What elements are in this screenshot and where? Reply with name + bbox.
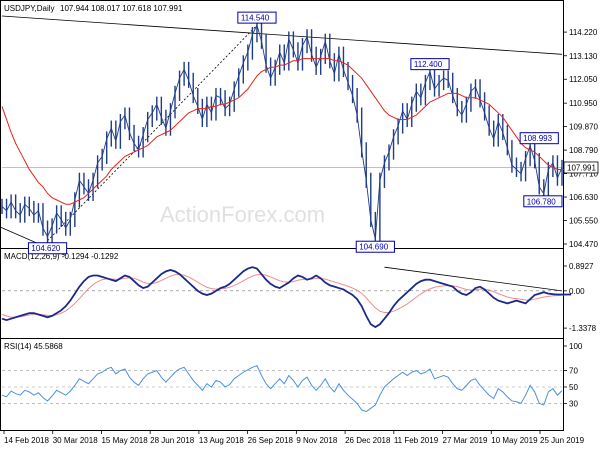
- macd-y-tick-label: 0.00: [569, 287, 585, 296]
- macd-y-tick-label: 0.8927: [569, 262, 594, 271]
- y-tick-group: 114.220 113.130 112.050 110.950 109.870 108.7…: [563, 28, 598, 408]
- swing-label: 108.993: [523, 134, 552, 143]
- price-y-tick-label: 109.870: [569, 123, 598, 132]
- x-tick-label: 27 Mar 2019: [443, 436, 488, 445]
- x-tick-label: 10 May 2019: [491, 436, 538, 445]
- price-panel-frame: [0, 0, 564, 249]
- price-y-tick-label: 110.950: [569, 99, 598, 108]
- series-group: [0, 15, 572, 413]
- swing-label: 104.690: [359, 243, 388, 252]
- last-price-label: 107.991: [567, 163, 596, 172]
- rsi-y-tick-label: 50: [569, 383, 578, 392]
- macd-y-tick-label: -1.3378: [569, 324, 597, 333]
- rsi-panel-label: RSI(14) 45.5868: [4, 342, 63, 351]
- swing-label: 112.400: [414, 60, 443, 69]
- macd-panel-frame: [0, 248, 564, 339]
- last-price-tag: 107.991: [563, 161, 599, 174]
- x-tick-label: 15 May 2018: [101, 436, 148, 445]
- x-tick-label: 11 Feb 2019: [394, 436, 439, 445]
- x-tick-label: 26 Dec 2018: [345, 436, 391, 445]
- chart-header-ohlc: 107.944 108.017 107.618 107.991: [60, 4, 183, 13]
- swing-label-box: [519, 132, 559, 145]
- swing-label-box: [27, 242, 68, 255]
- x-tick-label: 28 Jun 2018: [150, 436, 195, 445]
- swing-label-box: [523, 195, 563, 208]
- annotation-group: 104.620 114.540 104.690 112.400 108.993 106.7…: [27, 11, 563, 255]
- rsi-y-tick-label: 100: [569, 342, 583, 351]
- watermark: ActionForex.com: [160, 202, 325, 227]
- rsi-y-tick-label: 70: [569, 367, 578, 376]
- swing-label: 104.620: [31, 244, 60, 253]
- price-y-tick-label: 108.790: [569, 146, 598, 155]
- moving-average-line: [1, 58, 572, 205]
- macd-line: [1, 266, 572, 329]
- price-y-tick-label: 105.550: [569, 217, 598, 226]
- price-y-tick-label: 112.050: [569, 75, 598, 84]
- price-y-tick-label: 106.630: [569, 193, 598, 202]
- swing-label: 106.780: [527, 197, 556, 206]
- macd-signal-line: [1, 273, 572, 318]
- x-tick-label: 25 Jun 2019: [540, 436, 585, 445]
- x-tick-label: 9 Nov 2018: [296, 436, 337, 445]
- macd-trendline: [384, 266, 563, 292]
- chart-header-symbol: USDJPY,Daily: [4, 4, 55, 13]
- swing-label-box: [355, 240, 395, 253]
- x-tick-label: 13 Aug 2018: [199, 436, 244, 445]
- price-y-tick-label: 114.220: [569, 28, 598, 37]
- upper-trendline: [1, 15, 563, 55]
- swing-label: 114.540: [241, 14, 270, 23]
- rsi-panel-frame: [0, 338, 564, 431]
- rsi-line: [1, 365, 563, 413]
- rsi-y-tick-label: 30: [569, 399, 578, 408]
- macd-panel-label: MACD(12,26,9) -0.1294 -0.1292: [4, 252, 119, 261]
- price-y-tick-label: 104.470: [569, 240, 598, 249]
- x-tick-label: 14 Feb 2018: [4, 436, 49, 445]
- swing-label-box: [410, 58, 450, 71]
- x-tick-label: 26 Sep 2018: [248, 436, 294, 445]
- price-y-tick-label: 113.130: [569, 52, 598, 61]
- swing-label-box: [237, 11, 277, 24]
- x-tick-label: 30 Mar 2018: [53, 436, 98, 445]
- x-tick-group: 14 Feb 2018 30 Mar 2018 15 May 2018 28 Jun …: [3, 430, 585, 445]
- price-y-tick-label: 107.710: [569, 170, 598, 179]
